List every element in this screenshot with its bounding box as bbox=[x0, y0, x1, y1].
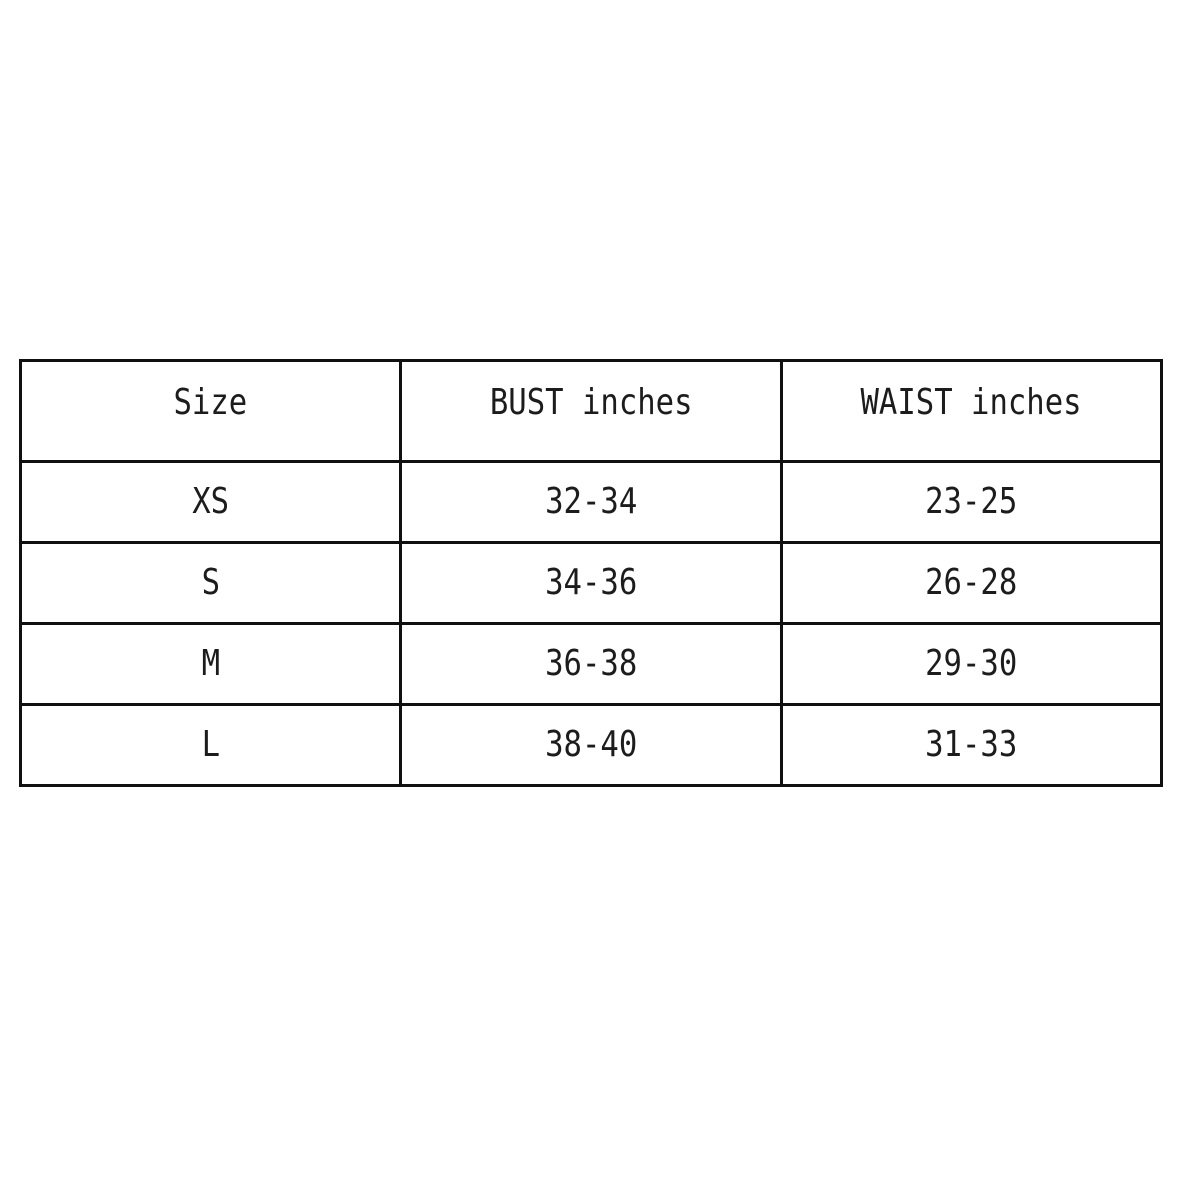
cell-bust-l: 38-40 bbox=[399, 703, 783, 787]
waist-value: 23-25 bbox=[925, 481, 1018, 522]
bust-value: 38-40 bbox=[544, 724, 638, 765]
table-row-s: S 34-36 26-28 bbox=[18, 541, 1164, 625]
bust-value: 34-36 bbox=[544, 562, 638, 603]
header-waist-label: WAIST inches bbox=[860, 382, 1082, 423]
cell-waist-s: 26-28 bbox=[779, 541, 1164, 625]
cell-bust-xs: 32-34 bbox=[399, 460, 783, 544]
header-cell-bust: BUST inches bbox=[399, 359, 783, 463]
table-row-m: M 36-38 29-30 bbox=[18, 622, 1164, 706]
bust-value: 32-34 bbox=[544, 481, 638, 522]
size-value: XS bbox=[192, 481, 230, 522]
cell-bust-s: 34-36 bbox=[399, 541, 783, 625]
size-value: S bbox=[201, 562, 220, 603]
header-cell-size: Size bbox=[18, 359, 403, 463]
cell-waist-m: 29-30 bbox=[779, 622, 1164, 706]
size-value: M bbox=[201, 643, 220, 684]
header-cell-waist: WAIST inches bbox=[779, 359, 1164, 463]
header-bust-label: BUST inches bbox=[489, 382, 693, 423]
table-row-xs: XS 32-34 23-25 bbox=[18, 460, 1164, 544]
waist-value: 29-30 bbox=[925, 643, 1018, 684]
header-size-label: Size bbox=[173, 382, 248, 423]
header-row: Size BUST inches WAIST inches bbox=[18, 359, 1164, 463]
waist-value: 31-33 bbox=[925, 724, 1018, 765]
bust-value: 36-38 bbox=[544, 643, 638, 684]
cell-waist-xs: 23-25 bbox=[779, 460, 1164, 544]
waist-value: 26-28 bbox=[925, 562, 1018, 603]
table-row-l: L 38-40 31-33 bbox=[18, 703, 1164, 787]
cell-bust-m: 36-38 bbox=[399, 622, 783, 706]
cell-waist-l: 31-33 bbox=[779, 703, 1164, 787]
cell-size-m: M bbox=[18, 622, 403, 706]
cell-size-xs: XS bbox=[18, 460, 403, 544]
cell-size-l: L bbox=[18, 703, 403, 787]
cell-size-s: S bbox=[18, 541, 403, 625]
size-chart-table: Size BUST inches WAIST inches XS 32-34 bbox=[18, 359, 1164, 787]
size-value: L bbox=[201, 724, 220, 765]
